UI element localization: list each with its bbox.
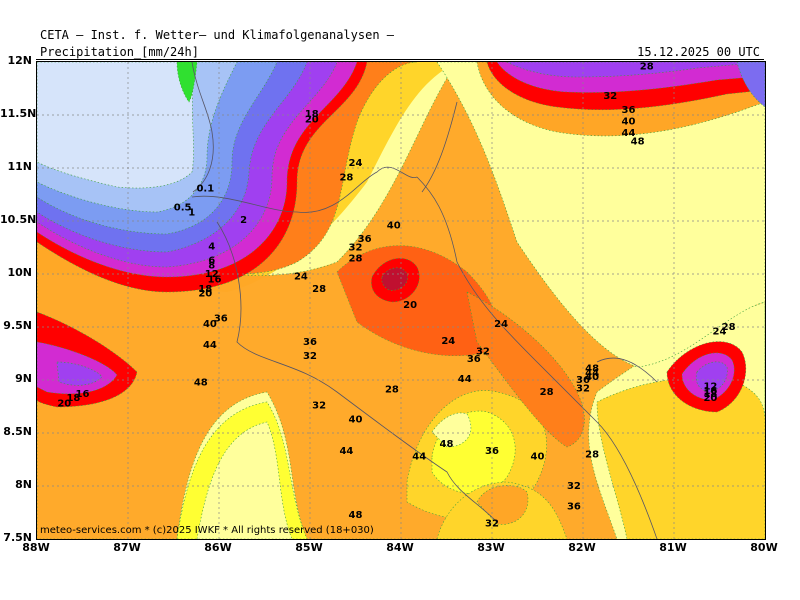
header-divider	[36, 59, 764, 60]
lat-label: 8.5N	[3, 425, 32, 438]
contour-label: 24	[494, 319, 508, 330]
lon-label: 83W	[477, 541, 505, 554]
contour-label: 32	[349, 243, 363, 254]
contour-label: 32	[303, 351, 317, 362]
contour-label: 40	[203, 319, 217, 330]
contour-label: 36	[622, 105, 636, 116]
contour-label: 32	[485, 518, 499, 529]
contour-label: 32	[576, 384, 590, 395]
contour-label: 32	[603, 91, 617, 102]
contour-label: 28	[385, 385, 399, 396]
lon-label: 80W	[750, 541, 778, 554]
valid-datetime: 15.12.2025 00 UTC	[637, 45, 760, 59]
contour-label: 36	[567, 501, 581, 512]
contour-label: 48	[631, 137, 645, 148]
field-label: Precipitation_[mm/24h]	[40, 45, 199, 59]
lon-label: 86W	[204, 541, 232, 554]
contour-label: 20	[403, 300, 417, 311]
contour-label: 28	[339, 173, 353, 184]
lat-label: 10.5N	[0, 213, 37, 226]
contour-label: 8	[208, 261, 215, 272]
precip-fields	[37, 62, 765, 539]
lat-label: 12N	[7, 54, 32, 67]
contour-label: 44	[585, 368, 599, 379]
contour-label: 44	[203, 340, 217, 351]
lat-lon-grid	[37, 62, 765, 539]
contour-label: 12	[205, 269, 219, 280]
contour-label: 4	[208, 242, 215, 253]
contour-label: 40	[622, 117, 636, 128]
contour-label: 32	[476, 347, 490, 358]
contour-label: 18	[198, 284, 212, 295]
contour-label: 24	[294, 271, 308, 282]
contour-label: 44	[622, 128, 636, 139]
lat-label: 10N	[7, 266, 32, 279]
contour-label: 36	[214, 314, 228, 325]
lat-label: 9.5N	[3, 319, 32, 332]
contour-label: 20	[703, 393, 717, 404]
contour-label: 48	[194, 377, 208, 388]
contour-label: 28	[312, 284, 326, 295]
lon-label: 85W	[295, 541, 323, 554]
contour-label: 20	[57, 399, 71, 410]
lon-label: 87W	[113, 541, 141, 554]
lon-label: 82W	[568, 541, 596, 554]
precipitation-map: 0.1 0.5 1 2 4 6 8 12 16 18 20 18 20 24 28 40 36 32 28 24 28 2…	[36, 61, 766, 540]
contour-label: 28	[349, 253, 363, 264]
contour-label: 40	[585, 372, 599, 383]
contour-label: 36	[467, 354, 481, 365]
contour-label: 18	[305, 109, 319, 120]
contour-label: 44	[339, 446, 353, 457]
contour-label: 28	[540, 387, 554, 398]
contour-label: 28	[722, 322, 736, 333]
contour-label: 0.5	[174, 202, 192, 213]
contour-label: 40	[349, 414, 363, 425]
lon-label: 81W	[659, 541, 687, 554]
contour-label: 0.1	[196, 183, 214, 194]
contour-label: 28	[585, 449, 599, 460]
contour-label: 18	[703, 389, 717, 400]
contour-label: 20	[198, 288, 212, 299]
contour-label: 16	[76, 389, 90, 400]
contour-label: 40	[387, 220, 401, 231]
lat-label: 7.5N	[3, 531, 32, 544]
contour-label: 32	[312, 401, 326, 412]
contour-label: 16	[703, 386, 717, 397]
contour-label: 40	[531, 452, 545, 463]
contour-label: 36	[358, 234, 372, 245]
contour-label: 2	[240, 215, 247, 226]
contour-label: 48	[585, 364, 599, 375]
map-title: CETA — Inst. f. Wetter— und Klimafolgena…	[40, 28, 395, 42]
contour-label: 28	[640, 62, 654, 72]
contour-label: 24	[713, 326, 727, 337]
lat-label: 9N	[15, 372, 32, 385]
contour-label: 36	[485, 446, 499, 457]
contour-label: 24	[441, 336, 455, 347]
contour-label: 12	[703, 382, 717, 393]
lat-label: 11N	[7, 160, 32, 173]
contour-label: 44	[412, 452, 426, 463]
contour-label: 36	[576, 375, 590, 386]
copyright-note: meteo-services.com * (c)2025 IWKF * All …	[40, 525, 374, 536]
contour-label: 20	[305, 114, 319, 125]
contour-label: 44	[458, 374, 472, 385]
contour-label: 18	[66, 393, 80, 404]
contour-label: 6	[208, 255, 215, 266]
contour-label: 16	[208, 275, 222, 286]
coastlines	[191, 62, 658, 539]
lat-label: 8N	[15, 478, 32, 491]
contour-label: 1	[188, 208, 195, 219]
contour-label: 24	[349, 158, 363, 169]
lat-label: 11.5N	[0, 107, 37, 120]
lon-label: 88W	[22, 541, 50, 554]
lon-label: 84W	[386, 541, 414, 554]
contour-label: 32	[567, 481, 581, 492]
contour-label: 36	[303, 337, 317, 348]
contour-label: 48	[349, 510, 363, 521]
contour-labels: 0.10.51246812161820182024284036322824282…	[57, 62, 735, 529]
contour-label: 48	[440, 439, 454, 450]
